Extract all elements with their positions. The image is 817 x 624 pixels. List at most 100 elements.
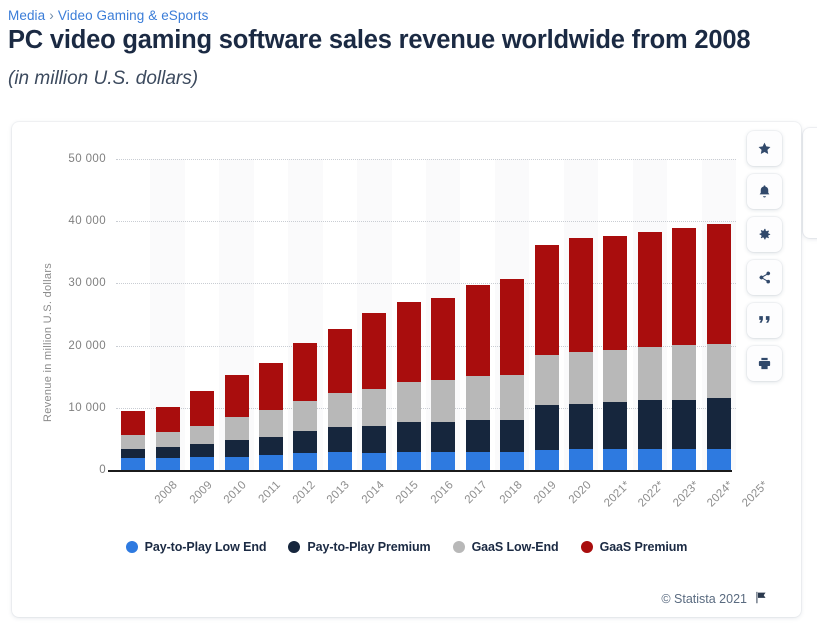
- bar-segment[interactable]: [534, 244, 559, 355]
- bar-segment[interactable]: [155, 406, 180, 433]
- bar-segment[interactable]: [327, 426, 352, 453]
- bar-stack[interactable]: [431, 298, 456, 470]
- bar-segment[interactable]: [190, 391, 215, 426]
- bar-segment[interactable]: [396, 452, 421, 470]
- bar-segment[interactable]: [121, 410, 146, 436]
- bar-segment[interactable]: [706, 448, 731, 470]
- breadcrumb-root-link[interactable]: Media: [8, 8, 46, 23]
- bar-stack[interactable]: [155, 406, 180, 470]
- bar-stack[interactable]: [465, 284, 490, 470]
- bar-segment[interactable]: [672, 400, 697, 449]
- bar-segment[interactable]: [362, 389, 387, 426]
- bar-segment[interactable]: [121, 458, 146, 470]
- bar-segment[interactable]: [706, 343, 731, 398]
- bar-segment[interactable]: [362, 313, 387, 390]
- bar-stack[interactable]: [500, 279, 525, 470]
- bar-segment[interactable]: [258, 409, 284, 438]
- bar-stack[interactable]: [637, 232, 662, 470]
- bar-segment[interactable]: [258, 437, 284, 456]
- bar-segment[interactable]: [224, 375, 249, 418]
- citation-button[interactable]: [747, 303, 782, 338]
- share-button[interactable]: [747, 260, 782, 295]
- bar-segment[interactable]: [293, 342, 318, 401]
- bar-segment[interactable]: [568, 351, 594, 404]
- bar-segment[interactable]: [603, 448, 628, 470]
- bar-segment[interactable]: [293, 430, 318, 453]
- bar-stack[interactable]: [121, 410, 146, 470]
- bar-stack[interactable]: [293, 342, 318, 470]
- bar-segment[interactable]: [155, 447, 180, 458]
- bar-segment[interactable]: [534, 405, 559, 451]
- bar-segment[interactable]: [121, 435, 146, 449]
- bar-segment[interactable]: [500, 279, 525, 376]
- bar-segment[interactable]: [706, 397, 731, 449]
- bar-segment[interactable]: [396, 382, 421, 423]
- bar-segment[interactable]: [327, 452, 352, 470]
- legend-item[interactable]: GaaS Low-End: [452, 540, 559, 554]
- bar-segment[interactable]: [224, 456, 249, 470]
- bar-segment[interactable]: [431, 452, 456, 470]
- bar-segment[interactable]: [431, 298, 456, 381]
- bar-segment[interactable]: [465, 420, 490, 452]
- favorite-button[interactable]: [747, 131, 782, 166]
- bar-segment[interactable]: [603, 236, 628, 350]
- bar-segment[interactable]: [568, 448, 594, 470]
- bar-segment[interactable]: [258, 455, 284, 470]
- bar-segment[interactable]: [362, 452, 387, 470]
- bar-segment[interactable]: [568, 403, 594, 449]
- bar-segment[interactable]: [603, 349, 628, 403]
- bar-segment[interactable]: [258, 363, 284, 410]
- bar-stack[interactable]: [327, 329, 352, 470]
- bar-segment[interactable]: [293, 400, 318, 431]
- legend-item[interactable]: GaaS Premium: [580, 540, 687, 554]
- bar-segment[interactable]: [190, 425, 215, 444]
- bar-segment[interactable]: [190, 457, 215, 470]
- bar-segment[interactable]: [465, 376, 490, 421]
- bar-segment[interactable]: [465, 451, 490, 470]
- bar-segment[interactable]: [224, 417, 249, 441]
- bar-segment[interactable]: [672, 344, 697, 401]
- bar-stack[interactable]: [706, 224, 731, 470]
- print-button[interactable]: [747, 346, 782, 381]
- bar-segment[interactable]: [534, 354, 559, 406]
- bar-segment[interactable]: [293, 452, 318, 470]
- legend-item[interactable]: Pay-to-Play Premium: [288, 540, 431, 554]
- bar-segment[interactable]: [224, 440, 249, 457]
- bar-segment[interactable]: [396, 422, 421, 453]
- bar-segment[interactable]: [603, 402, 628, 449]
- bar-stack[interactable]: [258, 363, 284, 470]
- bar-stack[interactable]: [362, 313, 387, 470]
- bar-segment[interactable]: [500, 419, 525, 452]
- bar-segment[interactable]: [121, 448, 146, 459]
- bar-segment[interactable]: [637, 346, 662, 401]
- bar-stack[interactable]: [603, 236, 628, 470]
- bar-segment[interactable]: [327, 393, 352, 427]
- bar-segment[interactable]: [155, 457, 180, 470]
- bar-segment[interactable]: [500, 451, 525, 470]
- bar-stack[interactable]: [396, 301, 421, 470]
- bar-stack[interactable]: [534, 244, 559, 470]
- bar-segment[interactable]: [327, 329, 352, 394]
- bar-segment[interactable]: [190, 443, 215, 458]
- bar-segment[interactable]: [637, 400, 662, 449]
- bar-segment[interactable]: [637, 448, 662, 470]
- bar-stack[interactable]: [224, 375, 249, 470]
- bar-segment[interactable]: [431, 421, 456, 453]
- bar-segment[interactable]: [465, 284, 490, 377]
- settings-button[interactable]: [747, 217, 782, 252]
- bar-segment[interactable]: [534, 450, 559, 470]
- bar-segment[interactable]: [362, 425, 387, 453]
- bar-segment[interactable]: [672, 228, 697, 345]
- bar-segment[interactable]: [500, 375, 525, 420]
- bar-stack[interactable]: [568, 237, 594, 470]
- bar-segment[interactable]: [672, 448, 697, 470]
- bar-stack[interactable]: [190, 391, 215, 470]
- breadcrumb-category-link[interactable]: Video Gaming & eSports: [57, 8, 209, 23]
- bar-segment[interactable]: [155, 432, 180, 448]
- bar-segment[interactable]: [706, 224, 731, 344]
- legend-item[interactable]: Pay-to-Play Low End: [125, 540, 267, 554]
- bar-stack[interactable]: [672, 228, 697, 470]
- bar-segment[interactable]: [568, 237, 594, 352]
- bar-segment[interactable]: [396, 301, 421, 383]
- alert-button[interactable]: [747, 174, 782, 209]
